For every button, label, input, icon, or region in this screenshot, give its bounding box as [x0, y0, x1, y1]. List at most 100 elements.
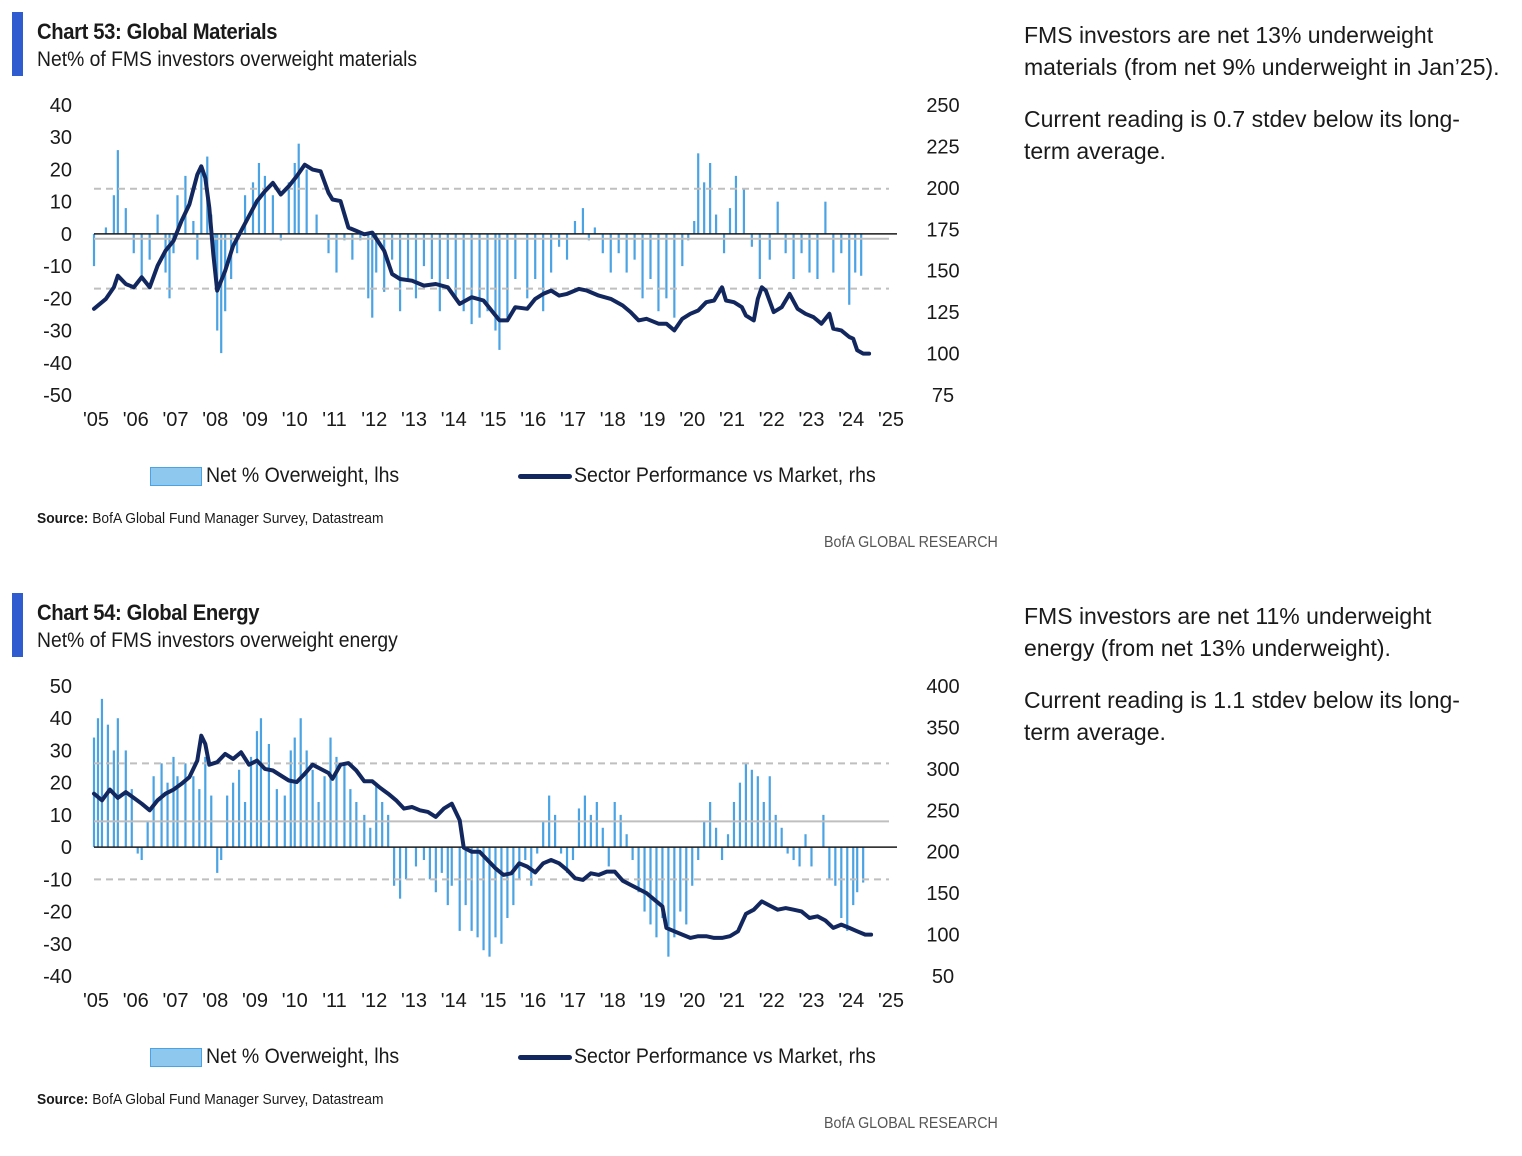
data-bar: [828, 847, 831, 880]
data-bar: [305, 169, 308, 234]
data-bar: [565, 847, 569, 873]
x-tick-label: '15: [480, 409, 506, 431]
data-bar: [550, 233, 553, 273]
data-bar: [854, 233, 857, 273]
y-left-tick-label: 40: [50, 708, 72, 730]
data-bar: [478, 233, 481, 318]
data-bar: [146, 821, 149, 848]
data-bar: [494, 233, 497, 331]
data-bar: [124, 750, 127, 848]
data-bar: [750, 769, 753, 848]
x-tick-label: '13: [401, 990, 427, 1012]
data-bar: [625, 834, 628, 848]
data-bar: [792, 233, 795, 279]
data-bar: [255, 731, 259, 848]
data-bar: [649, 233, 652, 279]
series-line: [92, 733, 874, 940]
data-bar: [834, 847, 837, 886]
y-right-tick-label: 400: [926, 676, 959, 698]
x-tick-label: '08: [202, 990, 228, 1012]
data-bar: [633, 233, 636, 260]
data-bar: [697, 153, 700, 234]
data-bar: [387, 814, 390, 848]
data-bar: [136, 847, 139, 854]
data-bar: [414, 233, 418, 299]
commentary-paragraph: Current reading is 0.7 stdev below its l…: [1024, 106, 1460, 164]
x-tick-label: '21: [719, 990, 745, 1012]
y-left-tick-label: -50: [43, 385, 72, 407]
data-bar: [393, 847, 396, 886]
data-bar: [738, 782, 742, 848]
data-bar: [601, 827, 604, 848]
legend-bar-entry: Net % Overweight, lhs: [150, 1042, 414, 1072]
data-bar: [840, 847, 843, 918]
data-bar: [192, 776, 195, 848]
x-tick-label: '13: [401, 409, 427, 431]
y-left-tick-label: -10: [43, 256, 72, 278]
data-bar: [220, 233, 223, 354]
data-bar: [130, 789, 133, 848]
chart-plot: 403020100-10-20-30-40-502502252001751501…: [43, 95, 960, 431]
x-tick-label: '21: [719, 409, 745, 431]
data-bar: [100, 698, 104, 848]
data-bar: [140, 847, 143, 860]
data-bar: [581, 208, 585, 234]
data-bar: [315, 214, 318, 234]
x-tick-label: '23: [798, 990, 824, 1012]
data-bar: [703, 182, 706, 234]
data-bar: [375, 782, 378, 848]
chart-panel-materials: Chart 53: Global Materials Net% of FMS i…: [0, 0, 1522, 575]
series-line: [92, 162, 872, 356]
x-tick-label: '22: [759, 990, 785, 1012]
chart-plot: 50403020100-10-20-30-4040035030025020015…: [43, 676, 960, 1012]
data-bar: [524, 847, 527, 860]
x-tick-label: '22: [759, 409, 785, 431]
data-bar: [776, 201, 779, 234]
data-bar: [756, 776, 759, 848]
data-bar: [542, 233, 545, 312]
data-bar: [232, 782, 235, 848]
data-bar: [184, 175, 187, 234]
x-tick-label: '20: [679, 990, 705, 1012]
data-bar: [249, 756, 253, 848]
y-left-tick-label: -30: [43, 934, 72, 956]
y-right-tick-label: 175: [926, 219, 959, 241]
chart-panel-energy: Chart 54: Global Energy Net% of FMS inve…: [0, 581, 1522, 1156]
data-bar: [768, 776, 771, 848]
y-left-tick-label: 20: [50, 773, 72, 795]
data-bar: [762, 802, 765, 848]
y-left-tick-label: 20: [50, 159, 72, 181]
data-bar: [371, 233, 374, 318]
data-bar: [514, 233, 517, 279]
data-bar: [557, 233, 561, 247]
y-left-tick-label: -20: [43, 902, 72, 924]
y-right-tick-label: 200: [926, 842, 959, 864]
commentary: FMS investors are net 11% underweight en…: [1024, 600, 1504, 768]
legend-line-label: Sector Performance vs Market, rhs: [574, 464, 876, 487]
data-bar: [786, 847, 789, 854]
data-bar: [798, 847, 801, 867]
data-bar: [279, 233, 282, 241]
data-bar: [860, 233, 863, 276]
data-bar: [204, 756, 207, 848]
legend-line-entry: Sector Performance vs Market, rhs: [518, 1042, 898, 1072]
x-tick-label: '16: [520, 409, 546, 431]
data-bar: [305, 750, 308, 848]
data-bar: [792, 847, 795, 860]
y-left-tick-label: -40: [43, 353, 72, 375]
data-bar: [506, 233, 509, 318]
data-bar: [414, 847, 418, 867]
y-right-tick-label: 150: [926, 261, 959, 283]
brand-label: BofA GLOBAL RESEARCH: [824, 534, 998, 551]
data-bar: [486, 233, 489, 312]
data-bar: [595, 802, 598, 848]
data-bar: [488, 847, 491, 957]
data-bar: [289, 750, 292, 848]
data-bar: [168, 233, 171, 299]
data-bar: [536, 847, 539, 854]
x-tick-label: '11: [322, 409, 347, 431]
data-bar: [726, 834, 730, 848]
data-bar: [196, 233, 199, 260]
commentary-paragraph: FMS investors are net 11% underweight en…: [1024, 603, 1432, 661]
data-bar: [271, 195, 274, 234]
